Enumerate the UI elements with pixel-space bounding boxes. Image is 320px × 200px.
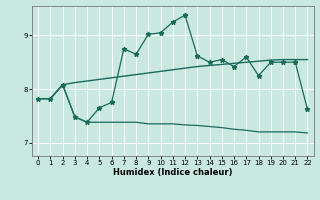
X-axis label: Humidex (Indice chaleur): Humidex (Indice chaleur) — [113, 168, 233, 177]
